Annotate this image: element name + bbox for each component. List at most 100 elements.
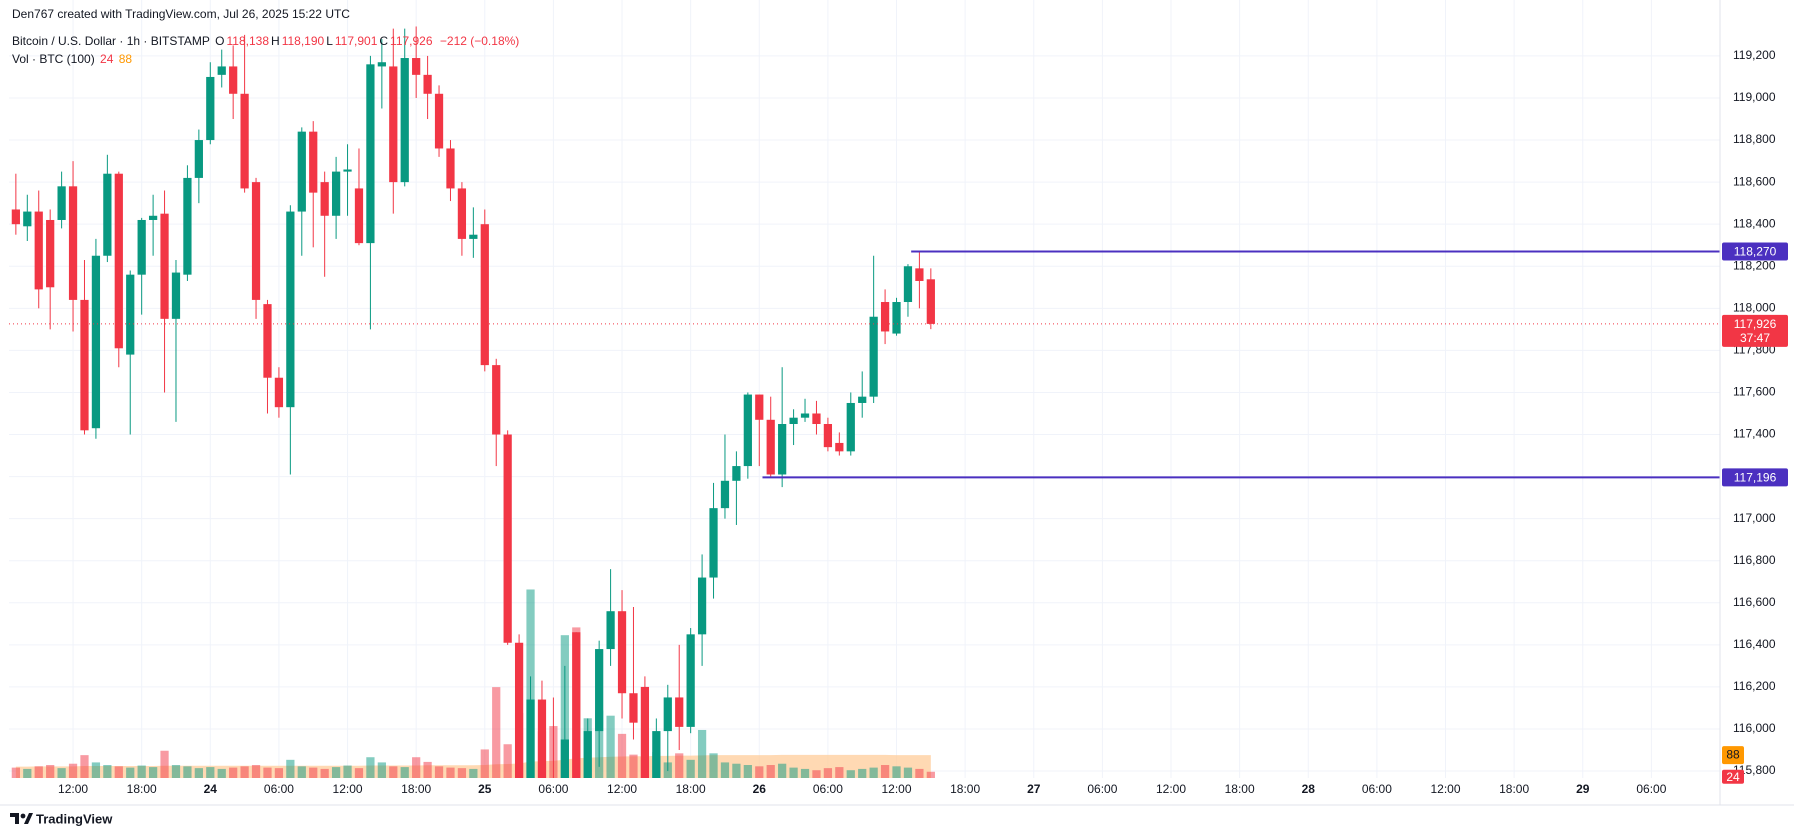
candle-body [480,224,489,366]
volume-title: Vol · BTC (100) [12,52,95,66]
last-price-box [1722,314,1788,347]
candle-body [366,64,375,244]
volume-bar [171,765,181,778]
y-tick-label: 119,200 [1733,48,1776,62]
x-tick-label: 06:00 [264,782,294,796]
candle-body [903,266,913,303]
volume-bar [148,767,158,778]
candle-body [846,402,855,452]
y-tick-label: 118,800 [1733,132,1776,146]
volume-bar [880,765,890,778]
y-tick-label: 117,000 [1733,511,1776,525]
volume-bar [446,767,455,778]
candle-body [114,173,123,349]
x-tick-label: 18:00 [1225,782,1255,796]
y-tick-label: 116,800 [1733,553,1776,567]
x-tick-label: 24 [204,782,218,796]
x-tick-label: 26 [753,782,767,796]
price-label-box [1722,242,1788,261]
x-tick-label: 06:00 [1087,782,1117,796]
x-tick-label: 25 [478,782,492,796]
volume-bar [492,687,501,778]
volume-bar [80,755,89,778]
candle-body [858,396,867,403]
candle-body [812,413,821,425]
volume-pane [11,589,935,778]
candle-body [880,302,890,332]
x-tick-label: 12:00 [882,782,912,796]
candle-body [137,219,146,275]
volume-bar [251,765,261,778]
price-pane [9,26,1720,778]
volume-bar [286,759,295,778]
x-tick-label: 12:00 [58,782,88,796]
candle-body [892,302,901,334]
candle-body [240,93,249,189]
price-label-box [1722,468,1788,487]
volume-bar [103,765,112,778]
volume-bar [274,768,284,778]
candle-body [286,211,295,408]
x-tick-label: 12:00 [333,782,363,796]
candle-body [11,209,20,225]
volume-bar [697,729,707,778]
candle-body [709,508,718,578]
candle-body [766,419,775,475]
volume-bar [755,766,764,778]
volume-bar [629,754,638,778]
volume-badge-label: 24 [1726,770,1740,784]
ohlc-value: 118,190 [281,34,325,48]
logo-mark [10,813,19,824]
volume-bar [823,768,833,778]
candle-body [869,316,878,397]
candle-body [926,279,935,324]
volume-bar [743,765,752,778]
x-tick-label: 29 [1576,782,1590,796]
candle-body [80,299,89,431]
candle-body [663,697,672,732]
ohlc-value: 117,926 [390,34,433,48]
volume-bar [46,765,55,778]
volume-bar [229,767,238,778]
candle-body [514,642,524,778]
volume-bar [377,762,386,778]
ohlc-label: O [215,34,225,48]
volume-ma-badge-label: 88 [1726,747,1740,761]
candle-body [263,304,272,378]
volume-bar [160,750,169,778]
volume-bar [320,768,329,778]
y-tick-label: 116,400 [1733,637,1776,651]
logo-mark [24,813,33,824]
x-tick-label: 18:00 [401,782,431,796]
candle-body [537,699,547,778]
y-tick-label: 117,400 [1733,427,1776,441]
volume-bar [309,767,318,778]
candle-body [686,634,695,727]
y-tick-label: 118,600 [1733,174,1776,188]
candle-body [789,417,798,425]
volume-bar [789,767,798,778]
volume-bar [858,768,867,778]
volume-bar [766,765,775,778]
x-tick-label: 12:00 [1156,782,1186,796]
volume-bar [778,763,787,778]
candle-body [400,58,409,183]
candle-body [743,394,752,467]
logo-dot [20,813,26,819]
brand-logo: TradingView [10,811,113,826]
volume-bar [114,766,123,778]
y-tick-label: 116,200 [1733,679,1776,693]
candle-body [800,413,810,418]
brand-name: TradingView [36,811,113,826]
x-tick-label: 06:00 [538,782,568,796]
candle-body [46,219,55,288]
candle-body [183,177,192,275]
candle-body [526,699,535,778]
candle-body [457,188,467,239]
volume-bar [263,767,272,778]
volume-bar [194,768,203,778]
y-tick-label: 116,000 [1733,721,1776,735]
volume-bar [606,715,615,778]
